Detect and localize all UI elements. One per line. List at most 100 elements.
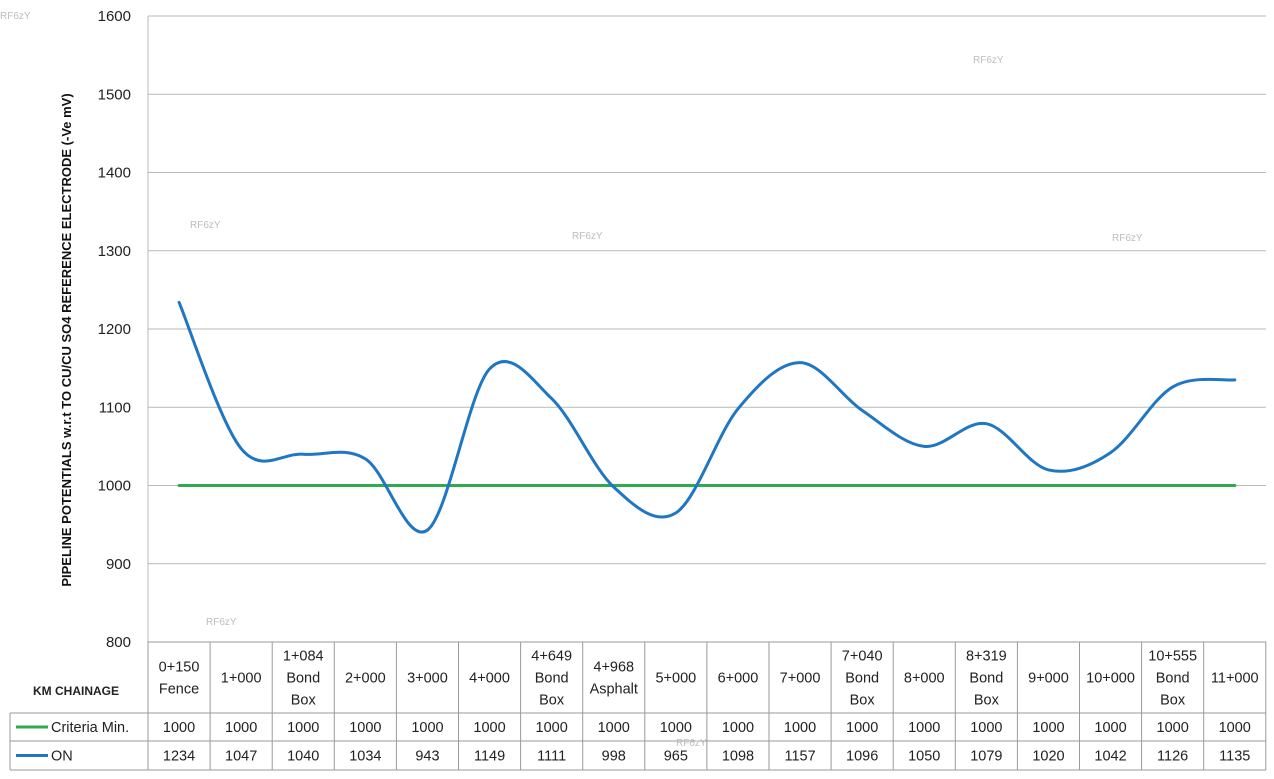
y-tick-label: 1000 <box>98 478 131 495</box>
x-tick-label: 10+555 Bond Box <box>1148 649 1197 709</box>
series-line-on <box>177 300 1237 534</box>
data-point <box>798 361 802 365</box>
data-point <box>1109 451 1113 455</box>
data-point <box>425 484 429 488</box>
data-point <box>1109 484 1113 488</box>
x-tick-label: 9+000 <box>1028 671 1069 687</box>
watermark: RF6zY <box>1112 233 1143 244</box>
data-point <box>1046 468 1050 472</box>
watermarks: RF6zY RF6zY RF6zY RF6zY RF6zY RF6zY RF6zY <box>0 11 1143 749</box>
watermark: RF6zY <box>572 231 603 242</box>
watermark: RF6zY <box>190 220 221 231</box>
x-tick-label: 4+000 <box>469 671 510 687</box>
data-point <box>922 484 926 488</box>
data-label: 1050 <box>908 749 940 765</box>
y-tick-label: 900 <box>106 556 131 573</box>
data-point <box>1171 385 1175 389</box>
data-label: 1000 <box>473 720 505 736</box>
data-point <box>1171 484 1175 488</box>
data-label: 1000 <box>598 720 630 736</box>
x-tick-label: 8+319 Bond Box <box>966 649 1007 709</box>
data-label: 1126 <box>1157 749 1188 765</box>
watermark: RF6zY <box>973 55 1004 66</box>
data-point <box>301 452 305 456</box>
y-tick-label: 800 <box>106 634 131 651</box>
data-label: 1000 <box>784 720 816 736</box>
data-point <box>425 528 429 532</box>
data-point <box>736 484 740 488</box>
data-point <box>984 422 988 426</box>
data-point <box>488 484 492 488</box>
data-label: 965 <box>664 749 688 765</box>
y-tick-label: 1500 <box>98 86 131 103</box>
x-tick-label: 1+000 <box>221 671 262 687</box>
data-label: 1149 <box>474 749 505 765</box>
data-label: 1000 <box>287 720 319 736</box>
data-label: 1096 <box>846 749 878 765</box>
data-point <box>1046 484 1050 488</box>
data-label: 1079 <box>970 749 1002 765</box>
x-tick-label: 8+000 <box>904 671 945 687</box>
y-tick-label: 1400 <box>98 165 131 182</box>
data-point <box>239 484 243 488</box>
data-label: 1000 <box>660 720 692 736</box>
data-label: 1000 <box>1157 720 1189 736</box>
x-tick-label: 7+000 <box>780 671 821 687</box>
data-label: 1034 <box>349 749 381 765</box>
data-point <box>674 484 678 488</box>
data-label: 1040 <box>287 749 319 765</box>
data-point <box>301 484 305 488</box>
y-tick-label: 1300 <box>98 243 131 260</box>
data-label: 943 <box>415 749 439 765</box>
data-label: 1234 <box>163 749 195 765</box>
data-point <box>550 484 554 488</box>
y-axis-label: PIPELINE POTENTIALS w.r.t TO CU/CU SO4 R… <box>59 93 74 586</box>
legend-label: ON <box>51 749 73 765</box>
data-point <box>860 484 864 488</box>
x-tick-label: 4+968 Asphalt <box>590 660 638 698</box>
data-label: 1042 <box>1094 749 1126 765</box>
y-tick-label: 1100 <box>99 399 131 416</box>
data-label: 1000 <box>536 720 568 736</box>
data-label: 1111 <box>537 749 566 765</box>
data-label: 1000 <box>722 720 754 736</box>
data-point <box>488 367 492 371</box>
data-point <box>363 457 367 461</box>
data-label: 1000 <box>846 720 878 736</box>
y-tick-label: 1200 <box>98 321 131 338</box>
y-tick-label: 1600 <box>98 8 131 25</box>
data-label: 1020 <box>1032 749 1064 765</box>
data-label: 1000 <box>225 720 257 736</box>
y-tick-labels: 800 900 1000 1100 1200 1300 1400 1500 1600 <box>98 8 131 651</box>
data-label: 998 <box>602 749 626 765</box>
data-point <box>363 484 367 488</box>
x-tick-label: 0+150 Fence <box>159 660 200 698</box>
data-label: 1157 <box>784 749 815 765</box>
data-label: 1000 <box>411 720 443 736</box>
data-point <box>177 300 181 304</box>
data-point <box>1233 378 1237 382</box>
data-label: 1000 <box>1032 720 1064 736</box>
x-tick-label: 3+000 <box>407 671 448 687</box>
x-tick-label: 11+000 <box>1211 671 1259 687</box>
x-tick-label: 2+000 <box>345 671 386 687</box>
data-label: 1000 <box>1094 720 1126 736</box>
data-label: 1000 <box>1219 720 1251 736</box>
data-label: 1000 <box>970 720 1002 736</box>
data-point <box>1233 484 1237 488</box>
data-point <box>177 484 181 488</box>
data-table: KM CHAINAGE 0+150 Fence 1+000 1+084 Bond Box 2… <box>9 641 1267 771</box>
legend-label: Criteria Min. <box>51 720 129 736</box>
x-tick-label: 7+040 Bond Box <box>842 649 883 709</box>
data-point <box>922 444 926 448</box>
data-point <box>736 407 740 411</box>
watermark: RF6zY <box>0 11 31 22</box>
data-point <box>860 408 864 412</box>
x-tick-label: 5+000 <box>655 671 696 687</box>
data-point <box>550 397 554 401</box>
data-label: 1000 <box>349 720 381 736</box>
watermark: RF6zY <box>206 617 237 628</box>
data-label: 1000 <box>908 720 940 736</box>
x-axis-label: KM CHAINAGE <box>33 684 119 698</box>
